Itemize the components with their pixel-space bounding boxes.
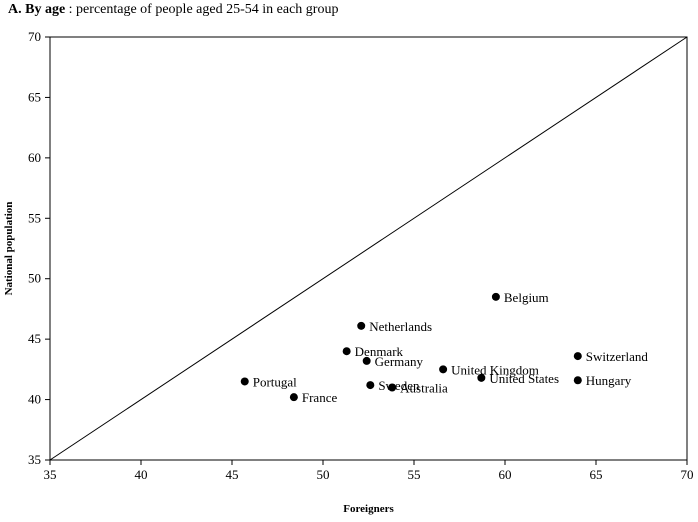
y-tick-label: 50 [28,271,41,286]
chart-title-bold: A. By age [8,2,66,17]
point-label-denmark: Denmark [355,344,404,359]
point-portugal [240,377,249,386]
point-label-united-kingdom: United Kingdom [451,362,539,377]
point-label-australia: Australia [400,380,448,395]
point-hungary [573,376,582,385]
y-tick-label: 60 [28,150,41,165]
y-tick-label: 45 [28,331,41,346]
y-axis-title: National population [3,202,15,296]
x-tick-label: 50 [317,467,330,482]
x-tick-label: 45 [226,467,239,482]
point-label-hungary: Hungary [586,373,632,388]
point-label-germany: Germany [375,354,424,369]
y-tick-label: 70 [28,29,41,44]
point-label-united-states: United States [489,371,559,386]
x-tick-label: 55 [408,467,421,482]
point-label-france: France [302,390,338,405]
point-australia [388,383,397,392]
x-axis-title: Foreigners [343,503,394,515]
ticks-group: 35 40 45 50 55 60 65 70 35 40 45 50 55 60 65 70 [28,29,694,482]
chart-title-rest: : percentage of people aged 25-54 in eac… [65,2,339,17]
x-tick-label: 60 [499,467,512,482]
point-united-kingdom [439,365,448,374]
y-tick-label: 55 [28,210,41,225]
point-label-belgium: Belgium [504,290,549,305]
x-tick-label: 70 [681,467,694,482]
point-united-states [477,373,486,382]
point-netherlands [357,321,366,330]
x-tick-label: 35 [44,467,57,482]
chart-title: A. By age : percentage of people aged 25… [8,2,338,18]
point-france [289,393,298,402]
y-tick-label: 40 [28,392,41,407]
plot-frame [49,36,688,461]
point-switzerland [573,352,582,361]
y-tick-label: 65 [28,89,41,104]
axes-group [49,36,688,461]
point-germany [362,356,371,365]
point-label-switzerland: Switzerland [586,349,649,364]
x-tick-label: 65 [590,467,603,482]
point-denmark [342,347,351,356]
reference-line [49,36,688,461]
point-label-portugal: Portugal [253,374,297,389]
point-belgium [491,292,500,301]
y-tick-label: 35 [28,452,41,467]
x-tick-label: 40 [135,467,148,482]
point-sweden [366,381,375,390]
point-label-netherlands: Netherlands [369,319,432,334]
